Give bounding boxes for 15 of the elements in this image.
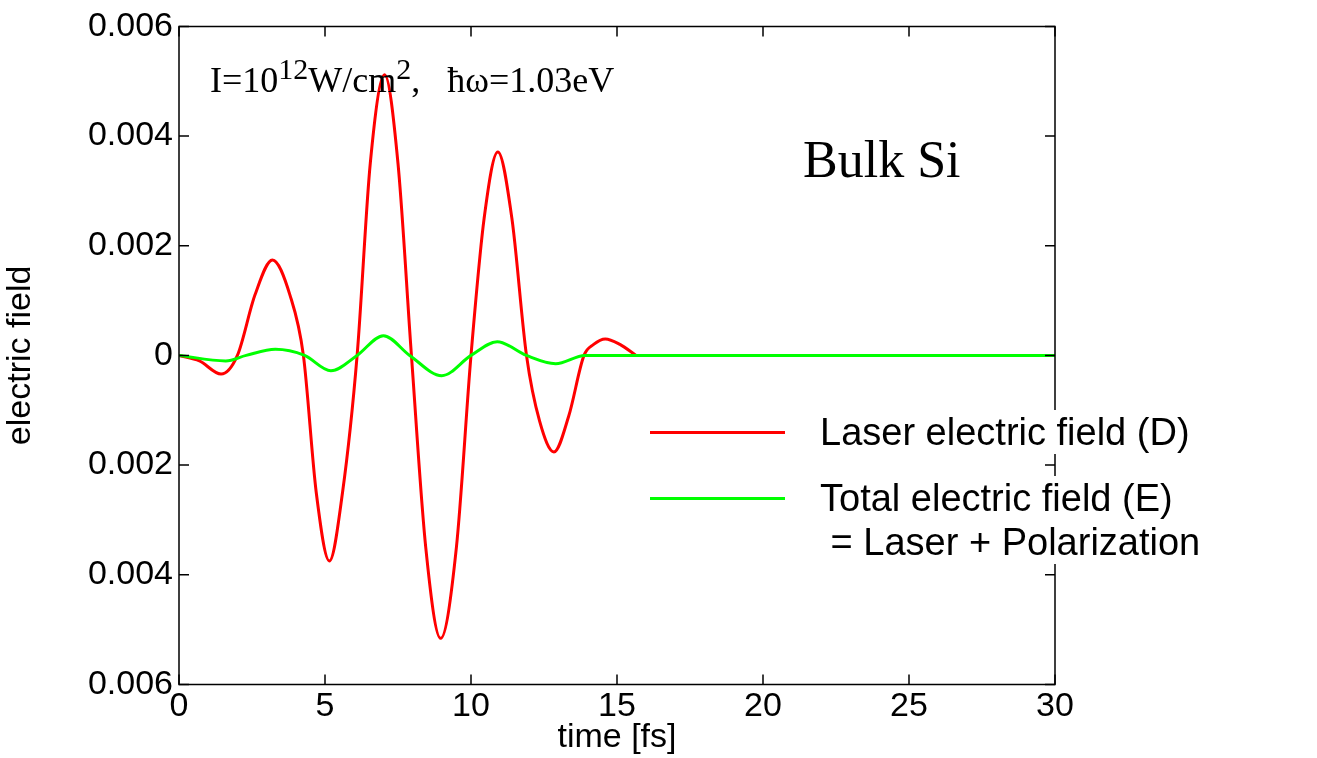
legend-label: Total electric field (E) = Laser + Polarization <box>820 476 1201 564</box>
x-tick-label: 20 <box>744 685 782 724</box>
y-tick-label: 0.002 <box>87 443 173 482</box>
y-tick-label: 0.004 <box>87 553 173 592</box>
x-tick-label: 5 <box>315 685 335 724</box>
y-tick-label: 0.002 <box>87 224 173 263</box>
x-tick-label: 10 <box>452 685 490 724</box>
x-tick-label: 25 <box>890 685 928 724</box>
y-tick-label: 0 <box>154 333 173 372</box>
y-axis-title: electric field <box>0 265 37 446</box>
legend-label: Laser electric field (D) <box>820 410 1190 454</box>
annotation: Bulk Si <box>803 130 961 189</box>
y-tick-label: 0.004 <box>87 114 173 153</box>
x-tick-label: 30 <box>1036 685 1074 724</box>
y-tick-label: 0.006 <box>87 4 173 43</box>
